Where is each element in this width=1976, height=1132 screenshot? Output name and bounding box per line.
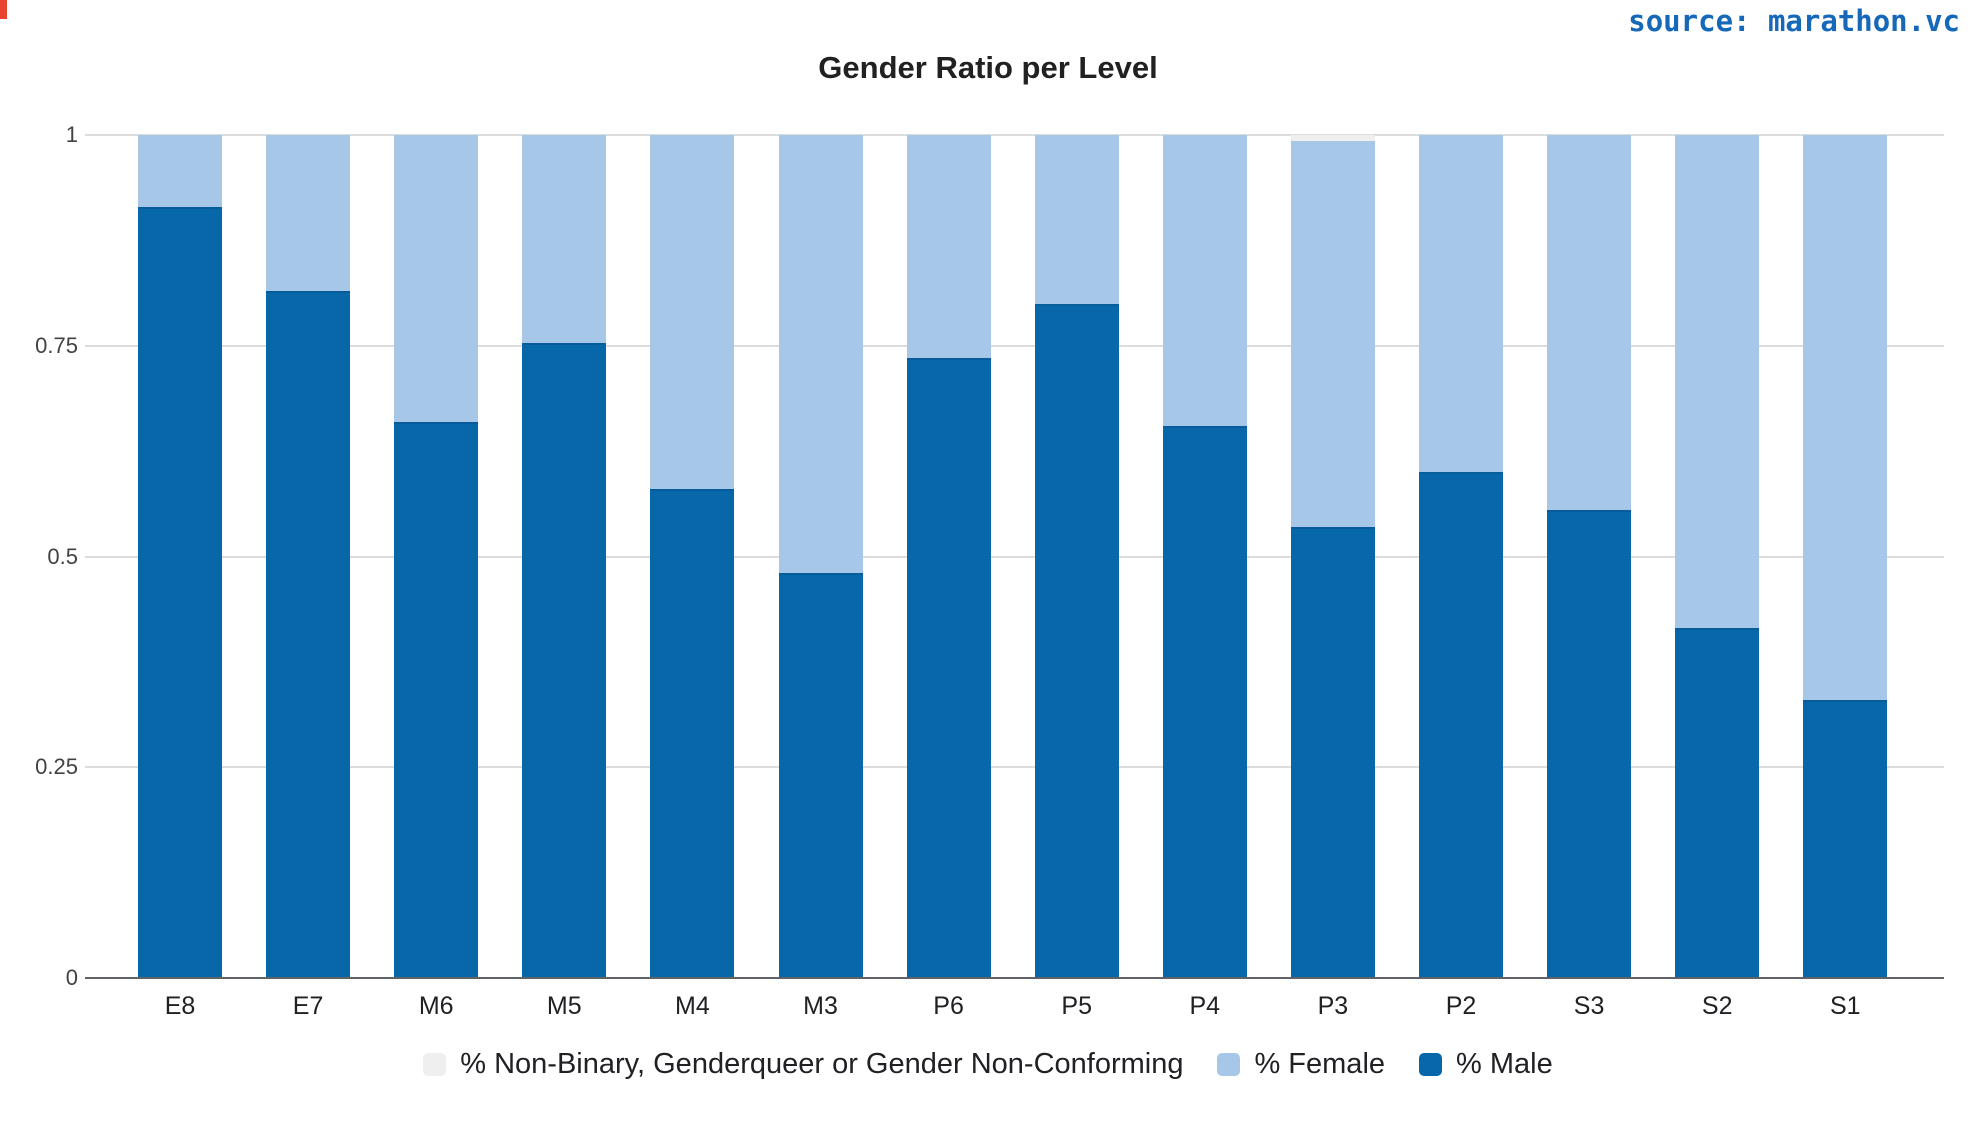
bar-segment-M3-male[interactable] <box>778 573 863 978</box>
y-tick-label-0.5: 0.5 <box>47 543 78 569</box>
y-tick-label-0.25: 0.25 <box>35 754 78 780</box>
bar-segment-S3-female[interactable] <box>1547 135 1632 511</box>
x-tick-label-S1: S1 <box>1830 992 1861 1020</box>
x-axis-line <box>85 977 1944 979</box>
bar-segment-P6-female[interactable] <box>906 135 991 359</box>
gridline-0.75 <box>85 344 1944 347</box>
legend-label-nonbinary: % Non-Binary, Genderqueer or Gender Non-… <box>460 1048 1184 1080</box>
bar-segment-M4-male[interactable] <box>650 489 735 978</box>
x-tick-label-E8: E8 <box>164 992 196 1020</box>
x-tick-label-S3: S3 <box>1573 992 1605 1020</box>
x-tick-label-P4: P4 <box>1189 992 1221 1020</box>
bar-segment-P6-male[interactable] <box>906 358 991 978</box>
x-tick-label-P3: P3 <box>1317 992 1349 1020</box>
bar-segment-M3-female[interactable] <box>778 135 863 574</box>
chart-title: Gender Ratio per Level <box>818 50 1158 85</box>
source-attribution: source: marathon.vc <box>1628 4 1960 38</box>
bar-segment-M6-female[interactable] <box>394 135 479 422</box>
bar-segment-S2-female[interactable] <box>1675 135 1760 629</box>
legend-swatch-female <box>1217 1053 1241 1076</box>
plot-area <box>85 134 1944 979</box>
x-tick-label-E7: E7 <box>292 992 324 1020</box>
gridline-1 <box>85 134 1944 136</box>
x-tick-label-M6: M6 <box>418 992 454 1020</box>
bar-segment-M5-female[interactable] <box>522 135 607 344</box>
y-tick-label-0.75: 0.75 <box>35 332 78 358</box>
legend: % Non-Binary, Genderqueer or Gender Non-… <box>0 1048 1976 1081</box>
bar-segment-S3-male[interactable] <box>1547 510 1632 978</box>
bar-segment-P5-female[interactable] <box>1034 135 1119 304</box>
bar-segment-P5-male[interactable] <box>1034 303 1119 978</box>
legend-label-male: % Male <box>1456 1048 1553 1080</box>
bar-segment-E7-male[interactable] <box>266 290 351 978</box>
bar-segment-S1-male[interactable] <box>1803 699 1888 978</box>
bar-segment-P3-male[interactable] <box>1290 527 1375 978</box>
legend-swatch-male <box>1419 1053 1443 1076</box>
legend-swatch-nonbinary <box>423 1053 447 1076</box>
y-tick-label-0: 0 <box>65 965 78 990</box>
bar-segment-S1-female[interactable] <box>1803 135 1888 700</box>
bar-segment-E7-female[interactable] <box>266 135 351 291</box>
x-tick-label-P5: P5 <box>1061 992 1092 1020</box>
x-tick-label-M3: M3 <box>803 992 838 1020</box>
legend-item-nonbinary[interactable]: % Non-Binary, Genderqueer or Gender Non-… <box>423 1048 1183 1081</box>
bar-segment-E8-female[interactable] <box>138 135 222 207</box>
x-tick-label-P6: P6 <box>933 992 964 1020</box>
y-tick-label-1: 1 <box>65 122 78 147</box>
screen-corner-artifact <box>0 0 7 19</box>
x-tick-label-P2: P2 <box>1445 992 1477 1020</box>
x-tick-label-M4: M4 <box>675 992 710 1020</box>
legend-item-male[interactable]: % Male <box>1419 1048 1553 1081</box>
bar-segment-P4-male[interactable] <box>1162 425 1247 978</box>
x-tick-label-S2: S2 <box>1701 992 1733 1020</box>
bar-segment-M4-female[interactable] <box>650 135 735 490</box>
bar-segment-P4-female[interactable] <box>1162 135 1247 426</box>
bar-segment-S2-male[interactable] <box>1675 628 1760 978</box>
bar-segment-P2-female[interactable] <box>1419 135 1503 473</box>
bar-segment-M5-male[interactable] <box>522 343 607 978</box>
bar-segment-P3-nonbinary[interactable] <box>1290 135 1375 141</box>
bar-segment-P3-female[interactable] <box>1290 140 1375 527</box>
legend-item-female[interactable]: % Female <box>1217 1048 1385 1081</box>
gridline-0.25 <box>85 766 1944 769</box>
legend-label-female: % Female <box>1254 1048 1386 1080</box>
bar-segment-P2-male[interactable] <box>1419 472 1503 978</box>
bar-segment-E8-male[interactable] <box>138 206 222 978</box>
bar-segment-M6-male[interactable] <box>394 421 479 978</box>
x-tick-label-M5: M5 <box>546 992 582 1020</box>
gridline-0.5 <box>85 555 1944 558</box>
